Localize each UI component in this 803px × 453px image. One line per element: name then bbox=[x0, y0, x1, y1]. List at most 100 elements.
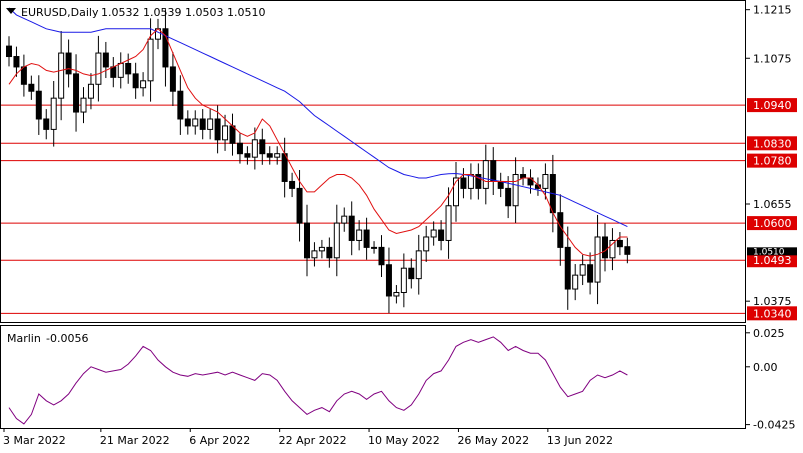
candle bbox=[125, 53, 132, 84]
candle-body bbox=[311, 250, 318, 259]
candle-body bbox=[117, 62, 124, 78]
time-tick-label: 21 Mar 2022 bbox=[100, 434, 170, 447]
candle bbox=[274, 146, 281, 165]
candle bbox=[572, 264, 579, 301]
level-label-box bbox=[747, 253, 797, 268]
time-tick-label: 26 May 2022 bbox=[457, 434, 529, 447]
level-label-3: 1.0600 bbox=[753, 217, 792, 230]
candle bbox=[102, 41, 109, 79]
candle-body bbox=[326, 246, 333, 259]
candle-body bbox=[6, 45, 12, 58]
time-tick-label: 6 Apr 2022 bbox=[189, 434, 250, 447]
candle-body bbox=[378, 246, 385, 266]
candle-body bbox=[214, 118, 221, 141]
candle bbox=[371, 241, 378, 254]
candle bbox=[475, 163, 482, 200]
candle-body bbox=[594, 236, 601, 283]
candle-body bbox=[542, 174, 549, 189]
candle bbox=[169, 52, 176, 106]
candle-body bbox=[192, 118, 199, 127]
candle bbox=[602, 223, 608, 272]
candle-body bbox=[572, 274, 579, 290]
candle bbox=[28, 75, 35, 100]
level-label-box bbox=[747, 216, 797, 231]
candle-body bbox=[393, 292, 400, 297]
candle-body bbox=[453, 177, 459, 207]
marlin-oscillator-line bbox=[8, 336, 628, 425]
candle bbox=[423, 225, 430, 262]
candle bbox=[73, 54, 80, 132]
candle bbox=[587, 252, 594, 295]
candle-body bbox=[207, 118, 214, 130]
candle-body bbox=[244, 153, 251, 158]
candle-body bbox=[348, 215, 355, 241]
osc-tick-label: 0.025 bbox=[753, 327, 785, 340]
candle bbox=[609, 228, 616, 271]
candle bbox=[318, 239, 325, 259]
oscillator-title: Marlin bbox=[7, 332, 41, 345]
candle-body bbox=[415, 250, 422, 280]
candle bbox=[244, 146, 251, 165]
candle bbox=[430, 221, 437, 246]
price-axis: 1.1215 1.1075 1.0655 1.0375 1.0940 1.0830 1.07… bbox=[745, 4, 797, 321]
candle bbox=[147, 18, 154, 102]
candle-body bbox=[430, 229, 437, 238]
candle bbox=[378, 235, 385, 278]
candle-body bbox=[87, 83, 94, 99]
candle-body bbox=[438, 229, 445, 241]
candle-body bbox=[482, 160, 489, 189]
level-label-box bbox=[747, 153, 797, 168]
candle-body bbox=[587, 264, 594, 283]
candle bbox=[199, 109, 206, 140]
candle bbox=[408, 258, 415, 289]
candle-body bbox=[147, 38, 154, 82]
oscillator-axis: 0.025 0.00 -0.0425 bbox=[745, 327, 795, 432]
time-tick-label: 10 May 2022 bbox=[368, 434, 440, 447]
current-price-box bbox=[747, 247, 797, 256]
osc-tick-label: -0.0425 bbox=[753, 419, 795, 432]
candle-body bbox=[371, 246, 378, 249]
candle-body bbox=[363, 229, 370, 248]
level-label-5: 1.0340 bbox=[753, 307, 792, 320]
candle bbox=[184, 110, 191, 135]
candle-body bbox=[110, 66, 117, 78]
candle-body bbox=[602, 236, 608, 259]
candle-body bbox=[28, 83, 35, 92]
candle-body bbox=[266, 153, 273, 158]
ohlc-header: 1.0532 1.0539 1.0503 1.0510 bbox=[101, 6, 265, 19]
candle-body bbox=[564, 246, 571, 290]
candle-body bbox=[609, 239, 616, 259]
level-label-4: 1.0493 bbox=[753, 254, 792, 267]
time-tick-label: 13 Jun 2022 bbox=[547, 434, 613, 447]
candle bbox=[363, 217, 370, 260]
candle-body bbox=[102, 52, 109, 68]
candle-body bbox=[13, 56, 20, 68]
candle bbox=[341, 207, 348, 232]
dropdown-triangle-icon[interactable] bbox=[6, 8, 16, 14]
candle-body bbox=[341, 215, 348, 224]
price-panel[interactable]: EURUSD,Daily 1.0532 1.0539 1.0503 1.0510 bbox=[0, 0, 746, 323]
candle-body bbox=[356, 229, 363, 241]
level-label-0: 1.0940 bbox=[753, 99, 792, 112]
candle-body bbox=[169, 66, 176, 92]
candle-body bbox=[304, 222, 310, 259]
candle bbox=[6, 36, 12, 67]
candle bbox=[385, 247, 392, 314]
candle bbox=[58, 31, 65, 121]
candle-body bbox=[296, 187, 303, 224]
candle bbox=[616, 232, 623, 256]
candle-body bbox=[520, 174, 527, 179]
oscillator-panel[interactable]: Marlin -0.0056 bbox=[0, 325, 746, 429]
candle bbox=[438, 220, 445, 251]
candle bbox=[579, 254, 586, 286]
candle-body bbox=[400, 267, 407, 294]
candle-body bbox=[624, 246, 631, 255]
candle-body bbox=[229, 125, 236, 144]
price-tick-label: 1.1075 bbox=[753, 52, 792, 65]
time-axis: 3 Mar 2022 21 Mar 2022 6 Apr 2022 22 Apr 20… bbox=[3, 428, 613, 447]
current-price-label: 1.0510 bbox=[753, 247, 785, 257]
candle-body bbox=[289, 180, 296, 189]
level-label-box bbox=[747, 98, 797, 113]
candle bbox=[87, 73, 94, 110]
